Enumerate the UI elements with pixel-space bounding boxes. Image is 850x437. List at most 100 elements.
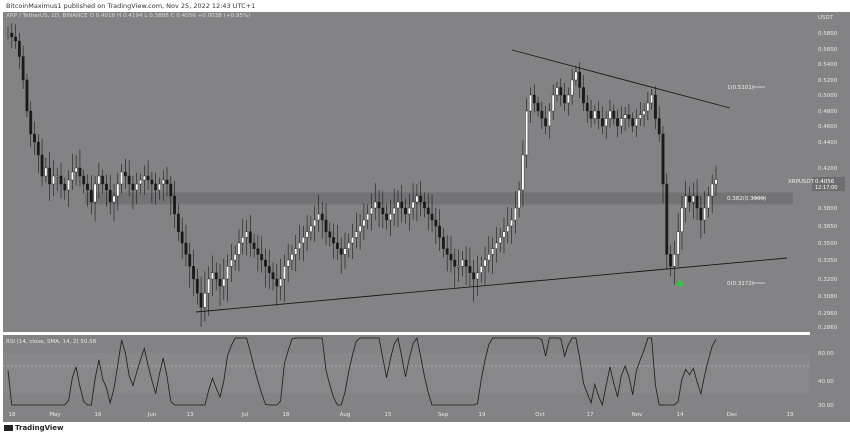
candle	[354, 231, 358, 238]
candle	[188, 254, 192, 267]
candle	[517, 189, 521, 209]
candle	[207, 278, 211, 294]
price-tick-label: 0.4800	[818, 109, 838, 115]
candle	[657, 118, 661, 135]
candle	[479, 266, 483, 273]
candle	[388, 213, 392, 221]
candle	[411, 201, 415, 209]
candle	[487, 254, 491, 261]
candle	[430, 213, 434, 221]
candle	[279, 278, 282, 287]
candle	[578, 71, 582, 88]
time-tick-label: 19	[787, 412, 794, 418]
candle	[245, 231, 248, 238]
candle	[158, 183, 161, 191]
candle	[396, 201, 400, 209]
candle	[131, 183, 135, 191]
candle	[438, 225, 442, 238]
candle	[646, 102, 650, 112]
price-tick-label: 0.4400	[818, 140, 838, 146]
time-tick-label: 18	[9, 412, 16, 418]
candle	[150, 179, 154, 185]
price-tick-label: 0.4600	[818, 124, 838, 130]
candle	[173, 195, 176, 215]
candle	[582, 87, 585, 104]
candle	[699, 207, 703, 221]
tradingview-logo-icon	[4, 425, 13, 431]
time-tick-label: 13	[187, 412, 194, 418]
candle	[654, 94, 657, 119]
candle	[29, 110, 33, 135]
brand-name: TradingView	[15, 424, 64, 432]
candle	[320, 213, 324, 221]
candle	[48, 167, 52, 185]
candle	[491, 248, 495, 255]
current-price-label: 0.4056	[815, 179, 835, 185]
candle	[623, 114, 627, 119]
candle	[180, 231, 184, 244]
candle	[127, 175, 131, 185]
time-tick-label: Jun	[147, 412, 157, 418]
candle	[286, 259, 290, 267]
candle	[290, 254, 294, 261]
candle	[123, 171, 127, 177]
candle	[241, 237, 245, 244]
candle	[650, 94, 654, 104]
candle	[192, 266, 195, 280]
candle	[332, 237, 336, 244]
candle	[358, 225, 362, 232]
candle	[70, 171, 74, 181]
candle	[195, 278, 199, 294]
candle	[44, 167, 48, 177]
support-zone	[85, 192, 793, 205]
candle	[25, 79, 29, 112]
candle	[392, 207, 396, 215]
price-tick-label: 0.5400	[818, 62, 838, 68]
time-tick-label: 17	[587, 412, 594, 418]
candle	[506, 225, 510, 232]
candle	[612, 110, 616, 119]
candle	[317, 213, 320, 221]
candle	[669, 254, 672, 267]
price-tick-label: 0.2960	[818, 311, 838, 317]
bullish-arrow-icon	[676, 279, 684, 286]
candle	[510, 219, 513, 227]
rsi-tick-label: 30.00	[818, 403, 834, 409]
current-price-tag	[812, 177, 845, 191]
candle	[400, 201, 404, 209]
candle	[476, 272, 479, 280]
price-tick-label: 0.2860	[818, 325, 838, 331]
candle	[335, 242, 339, 249]
price-tick-label: 0.3800	[818, 206, 838, 212]
candle	[139, 179, 142, 185]
candle	[135, 183, 139, 191]
candle	[116, 183, 120, 197]
candle	[199, 292, 203, 308]
candle	[86, 183, 89, 191]
candle	[498, 237, 502, 244]
price-tick-label: 0.5000	[818, 93, 838, 99]
candle	[460, 259, 464, 267]
price-axis	[810, 12, 850, 407]
price-tick-label: 0.5600	[818, 47, 838, 53]
candle	[294, 248, 298, 255]
candle	[36, 141, 40, 156]
current-symbol-label: XRPUSDT	[788, 179, 815, 185]
candle	[495, 242, 498, 249]
candle	[339, 248, 343, 255]
price-tick-label: 0.3500	[818, 241, 838, 247]
candle	[464, 259, 468, 267]
price-tick-label: 0.3080	[818, 294, 838, 300]
candle	[184, 242, 188, 255]
candle	[343, 248, 347, 255]
time-tick-label: 18	[283, 412, 290, 418]
candle	[665, 183, 669, 255]
candle	[638, 114, 642, 119]
candle	[146, 175, 150, 181]
candle	[226, 266, 229, 280]
candle	[63, 183, 67, 191]
tradingview-brand[interactable]: TradingView	[4, 424, 64, 432]
candle	[631, 118, 635, 127]
candle	[237, 242, 241, 255]
